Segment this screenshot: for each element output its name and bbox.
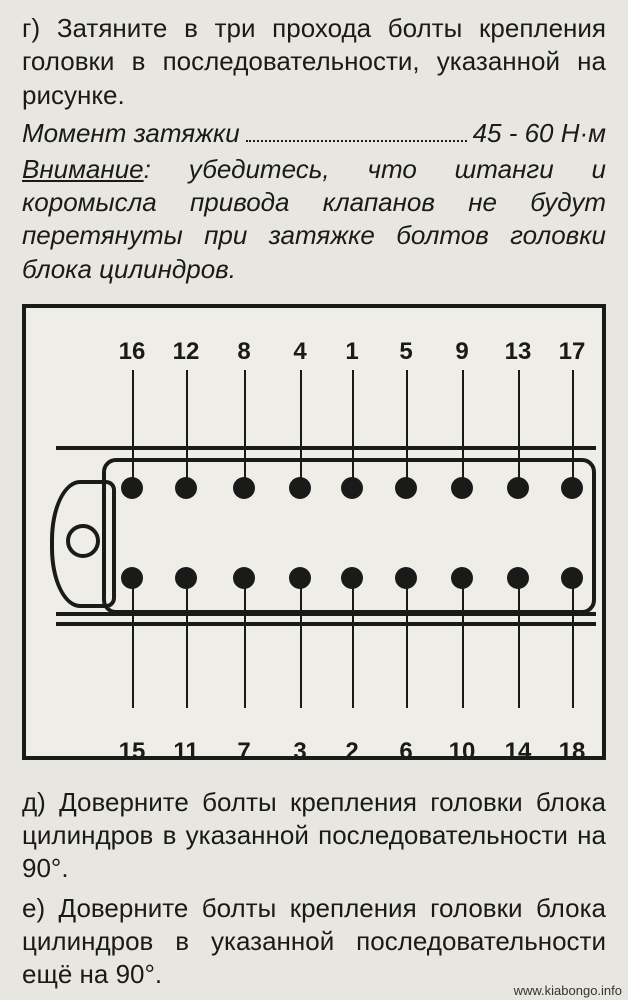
bolt-dot [561,567,583,589]
warning-paragraph: Внимание: убедитесь, что штанги и коромы… [22,153,606,286]
leader-line [132,588,134,708]
bolt-sequence-diagram: 1612841591317 15117326101418 [22,304,606,760]
bolt-dot [507,567,529,589]
leader-line [352,370,354,478]
bolt-dot [451,477,473,499]
bolt-dot [395,567,417,589]
bolt-number-2: 2 [345,738,358,760]
leader-line [244,588,246,708]
bolt-dot [121,567,143,589]
bolt-dot [451,567,473,589]
manual-page: г) Затяните в три прохода болты креплени… [0,0,628,1000]
leader-line [462,588,464,708]
leader-line [186,588,188,708]
bolt-dot [233,567,255,589]
leader-line [186,370,188,478]
bolt-number-7: 7 [237,738,250,760]
bolt-dot [395,477,417,499]
leader-line [406,370,408,478]
bolt-number-4: 4 [293,338,306,366]
paragraph-e: е) Доверните болты крепления го­ловки бл… [22,892,606,992]
bolt-number-8: 8 [237,338,250,366]
leader-dots [246,139,467,142]
bolt-number-18: 18 [559,738,586,760]
leader-line [572,370,574,478]
bolt-number-11: 11 [173,738,198,760]
bolt-number-15: 15 [119,738,146,760]
warning-label: Внимание [22,154,144,184]
top-rail [56,446,596,450]
bolt-dot [175,567,197,589]
bolt-number-9: 9 [455,338,468,366]
bolt-number-12: 12 [173,338,200,366]
leader-line [132,370,134,478]
bolt-number-17: 17 [559,338,586,366]
leader-line [518,588,520,708]
bolt-number-6: 6 [399,738,412,760]
base-rail-2 [56,612,596,616]
bolt-dot [175,477,197,499]
bolt-number-3: 3 [293,738,306,760]
bolt-number-5: 5 [399,338,412,366]
bolt-dot [341,477,363,499]
leader-line [244,370,246,478]
paragraph-g: г) Затяните в три прохода болты креплени… [22,12,606,112]
bolt-number-13: 13 [505,338,532,366]
leader-line [572,588,574,708]
bolt-dot [289,567,311,589]
leader-line [406,588,408,708]
paragraph-d: д) Доверните болты крепления го­ловки бл… [22,786,606,886]
leader-line [518,370,520,478]
torque-value: 45 - 60 Н·м [473,118,606,149]
torque-label: Момент затяжки [22,118,240,149]
bolt-number-1: 1 [345,338,358,366]
leader-line [300,588,302,708]
bolt-dot [561,477,583,499]
bolt-dot [341,567,363,589]
bolt-number-14: 14 [505,738,532,760]
bolt-dot [289,477,311,499]
cylinder-head-drawing [56,440,596,630]
bolt-dot [233,477,255,499]
base-rail [56,622,596,626]
bolt-number-10: 10 [449,738,476,760]
bolt-dot [121,477,143,499]
leader-line [462,370,464,478]
watermark: www.kiabongo.info [514,983,622,998]
bolt-number-16: 16 [119,338,146,366]
torque-spec: Момент затяжки 45 - 60 Н·м [22,118,606,149]
leader-line [352,588,354,708]
bolt-dot [507,477,529,499]
leader-line [300,370,302,478]
